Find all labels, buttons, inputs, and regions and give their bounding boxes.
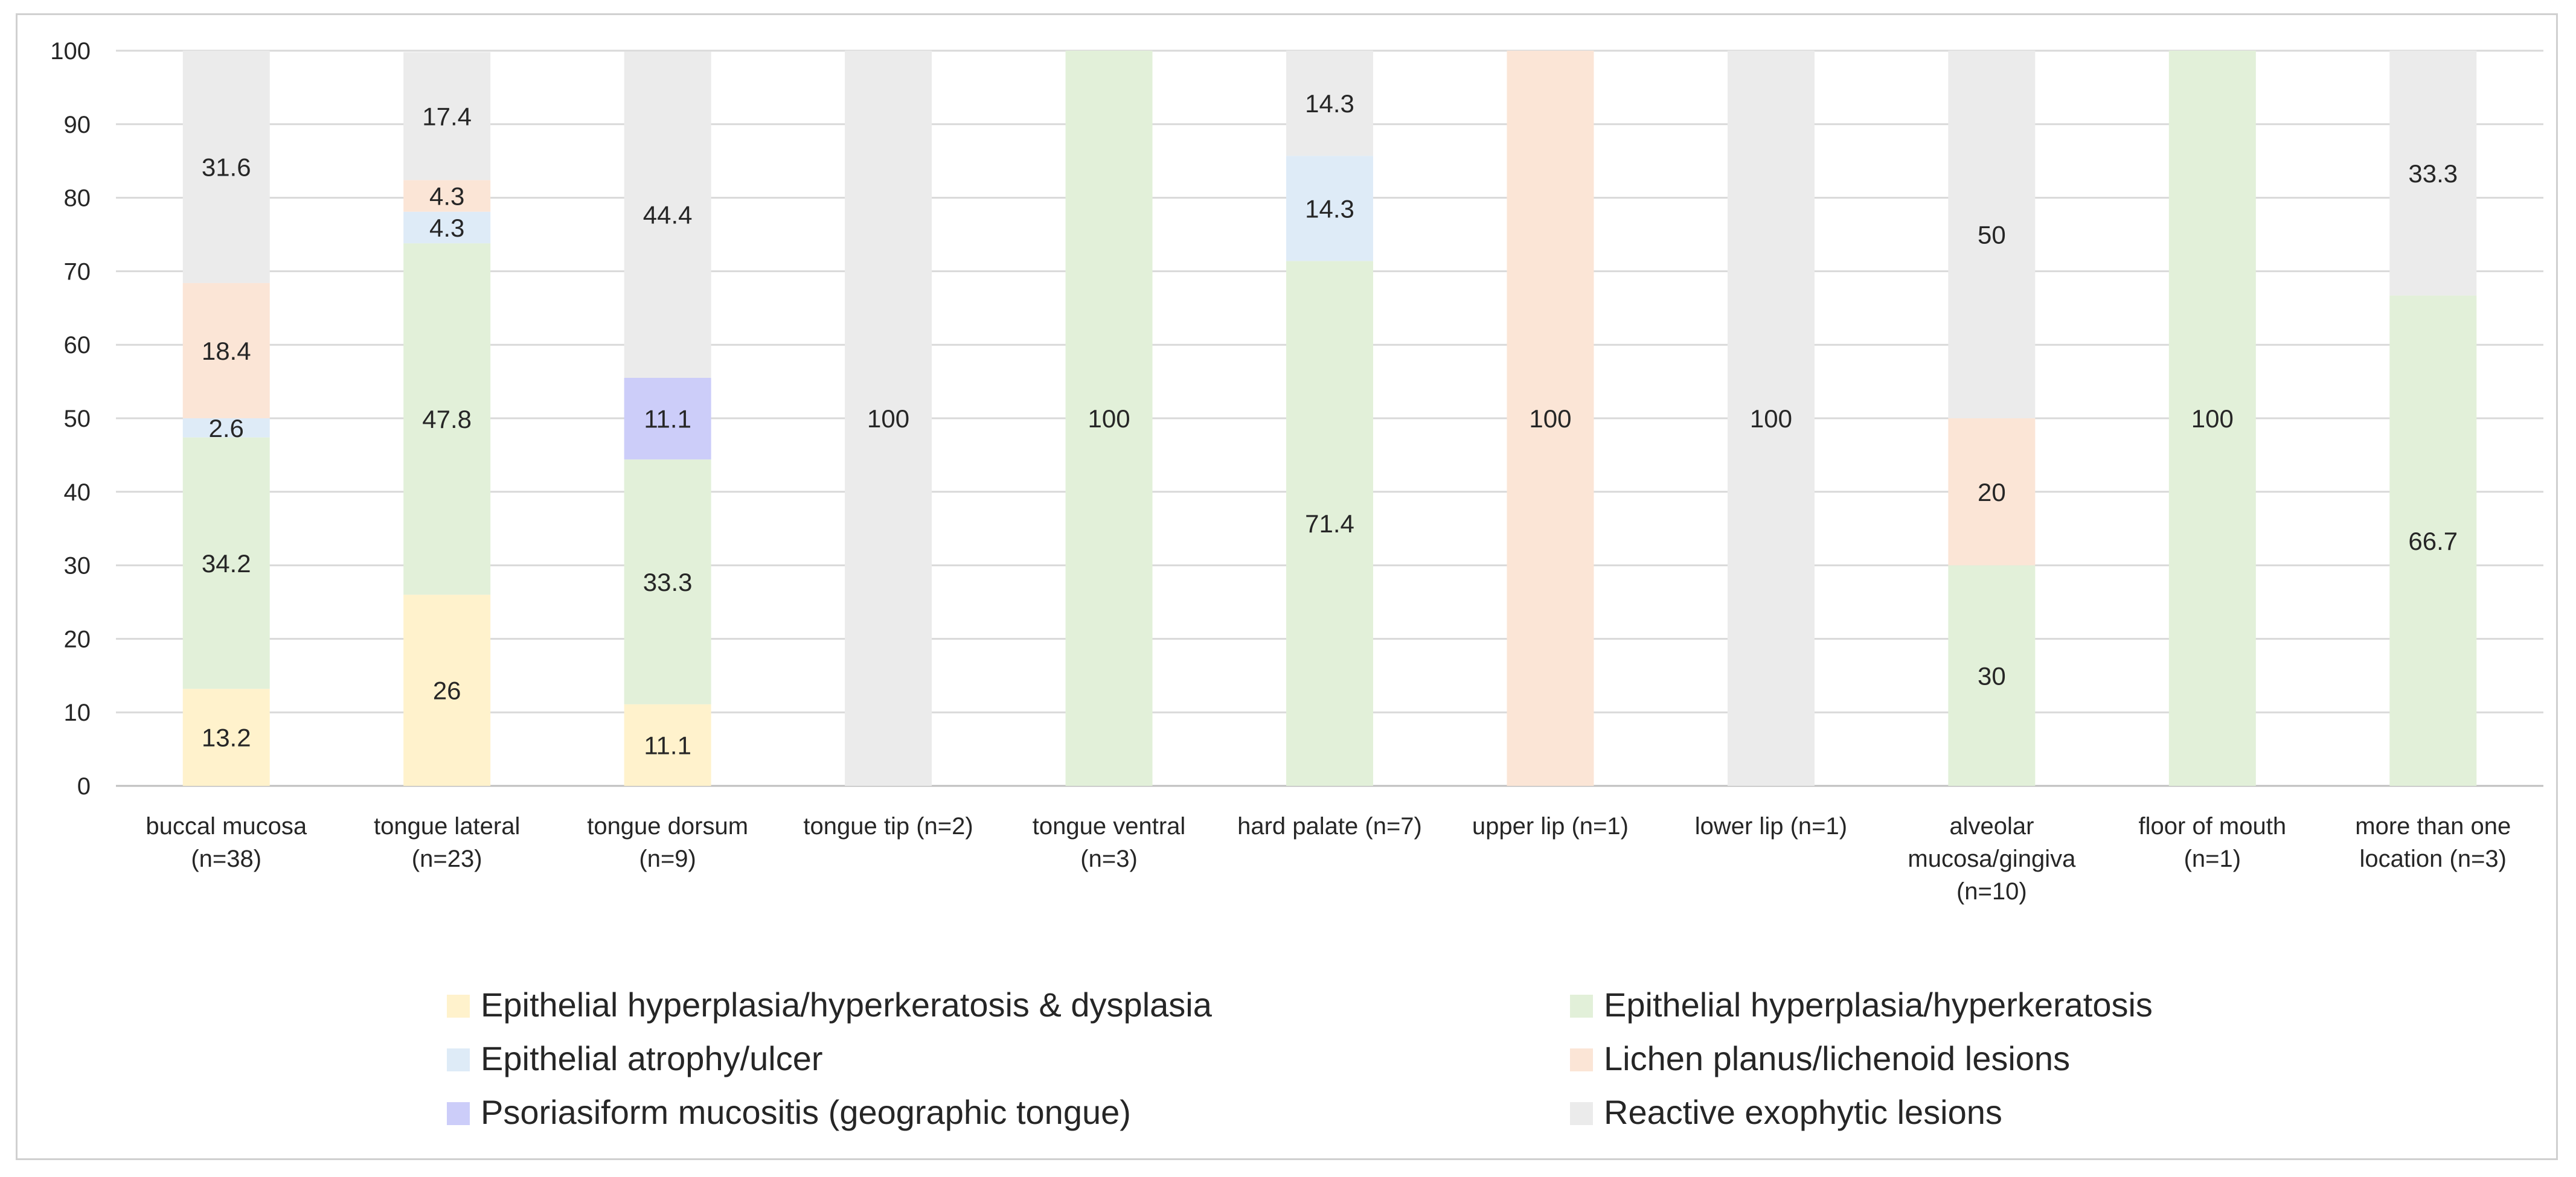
- data-label: 11.1: [644, 731, 691, 759]
- data-label: 14.3: [1305, 89, 1354, 118]
- bar-segment: [2168, 51, 2256, 786]
- data-label: 100: [2191, 404, 2234, 433]
- bar-segment: [182, 418, 270, 438]
- bar-segment: [403, 595, 491, 786]
- y-tick-label: 100: [50, 38, 91, 65]
- bar-segment: [1286, 261, 1373, 786]
- data-label: 100: [1088, 404, 1130, 433]
- data-label: 34.2: [202, 549, 251, 578]
- bar-segment: [1065, 51, 1153, 786]
- bars: [182, 51, 2477, 786]
- data-label: 20: [1978, 478, 2006, 506]
- x-category-label: buccal mucosa (n=38): [146, 813, 307, 872]
- legend-swatch: [447, 1102, 470, 1125]
- legend-swatch: [1570, 1048, 1593, 1071]
- legend-entry: Reactive exophytic lesions: [1604, 1093, 2002, 1131]
- bar-segment: [182, 282, 270, 418]
- y-tick-label: 80: [64, 185, 91, 212]
- data-label: 100: [1529, 404, 1571, 433]
- bar-segment: [624, 378, 711, 460]
- x-category-label: tongue tip (n=2): [803, 813, 973, 840]
- bar-segment: [1286, 51, 1373, 156]
- data-label: 17.4: [422, 102, 472, 130]
- data-label: 71.4: [1305, 509, 1354, 538]
- y-tick-label: 0: [77, 773, 91, 800]
- data-label: 44.4: [643, 201, 693, 229]
- bar-segment: [1948, 418, 2036, 566]
- legend-entry: Epithelial hyperplasia/hyperkeratosis & …: [481, 986, 1213, 1024]
- bar-segment: [182, 437, 270, 689]
- data-label: 33.3: [2408, 159, 2458, 188]
- legend-swatch: [1570, 995, 1593, 1018]
- legend-swatch: [447, 1048, 470, 1071]
- bar-segment: [624, 704, 711, 786]
- legend-swatch: [1570, 1102, 1593, 1125]
- y-tick-label: 40: [64, 479, 91, 506]
- data-label: 18.4: [202, 337, 251, 365]
- bar-segment: [1948, 51, 2036, 418]
- bar-segment: [403, 243, 491, 595]
- y-tick-label: 70: [64, 258, 91, 285]
- data-label: 47.8: [422, 405, 472, 433]
- legend-swatch: [447, 995, 470, 1018]
- bar-segment: [2389, 51, 2477, 296]
- legend-entry: Epithelial hyperplasia/hyperkeratosis: [1604, 986, 2153, 1024]
- data-label: 50: [1978, 221, 2006, 249]
- bar-segment: [1286, 156, 1373, 261]
- legend-entry: Psoriasiform mucositis (geographic tongu…: [481, 1093, 1131, 1131]
- data-label: 66.7: [2408, 527, 2458, 555]
- bar-segment: [624, 459, 711, 704]
- data-label: 26: [433, 677, 461, 705]
- legend-entry: Lichen planus/lichenoid lesions: [1604, 1039, 2070, 1077]
- data-label: 100: [867, 404, 909, 433]
- data-label: 14.3: [1305, 194, 1354, 223]
- x-category-label: tongue ventral (n=3): [1033, 813, 1186, 872]
- legend-entry: Epithelial atrophy/ulcer: [481, 1039, 823, 1077]
- data-label: 31.6: [202, 153, 251, 181]
- data-label: 4.3: [429, 182, 464, 211]
- bar-segment: [182, 689, 270, 786]
- x-category-label: alveolar mucosa/gingiva (n=10): [1908, 813, 2076, 905]
- bar-segment: [624, 51, 711, 378]
- legend: Epithelial hyperplasia/hyperkeratosis & …: [447, 986, 2153, 1131]
- y-tick-label: 90: [64, 112, 91, 138]
- y-tick-label: 20: [64, 626, 91, 652]
- data-label: 33.3: [643, 568, 693, 596]
- data-label: 2.6: [209, 414, 244, 442]
- bar-segment: [2389, 295, 2477, 786]
- x-category-label: hard palate (n=7): [1237, 813, 1422, 840]
- x-category-label: more than one location (n=3): [2355, 813, 2511, 872]
- bar-segment: [403, 52, 491, 180]
- bar-segment: [1727, 51, 1815, 786]
- y-tick-label: 30: [64, 553, 91, 579]
- x-category-label: floor of mouth (n=1): [2139, 813, 2287, 872]
- bar-segment: [182, 51, 270, 283]
- bar-segment: [1507, 51, 1594, 786]
- y-tick-label: 10: [64, 700, 91, 726]
- x-axis-categories: buccal mucosa (n=38) tongue lateral (n=23) t…: [146, 813, 2511, 905]
- data-label: 11.1: [644, 405, 691, 433]
- x-category-label: tongue dorsum (n=9): [587, 813, 748, 872]
- bar-segment: [845, 51, 932, 786]
- bar-segment: [403, 180, 491, 212]
- data-label: 30: [1978, 662, 2006, 690]
- y-tick-label: 60: [64, 332, 91, 359]
- x-category-label: lower lip (n=1): [1695, 813, 1847, 840]
- x-category-label: tongue lateral (n=23): [374, 813, 520, 872]
- bar-segment: [1948, 565, 2036, 786]
- data-label: 13.2: [202, 724, 251, 752]
- data-label: 4.3: [429, 214, 464, 242]
- y-axis-ticks: 0 10 20 30 40 50 60 70 80 90 100: [50, 38, 91, 800]
- data-label: 100: [1750, 404, 1792, 433]
- data-labels: 13.2 34.2 2.6 18.4 31.6 26 47.8 4.3 4.3 17.4 11.1 3…: [202, 89, 2458, 759]
- bar-segment: [403, 211, 491, 244]
- x-category-label: upper lip (n=1): [1472, 813, 1629, 840]
- y-tick-label: 50: [64, 406, 91, 432]
